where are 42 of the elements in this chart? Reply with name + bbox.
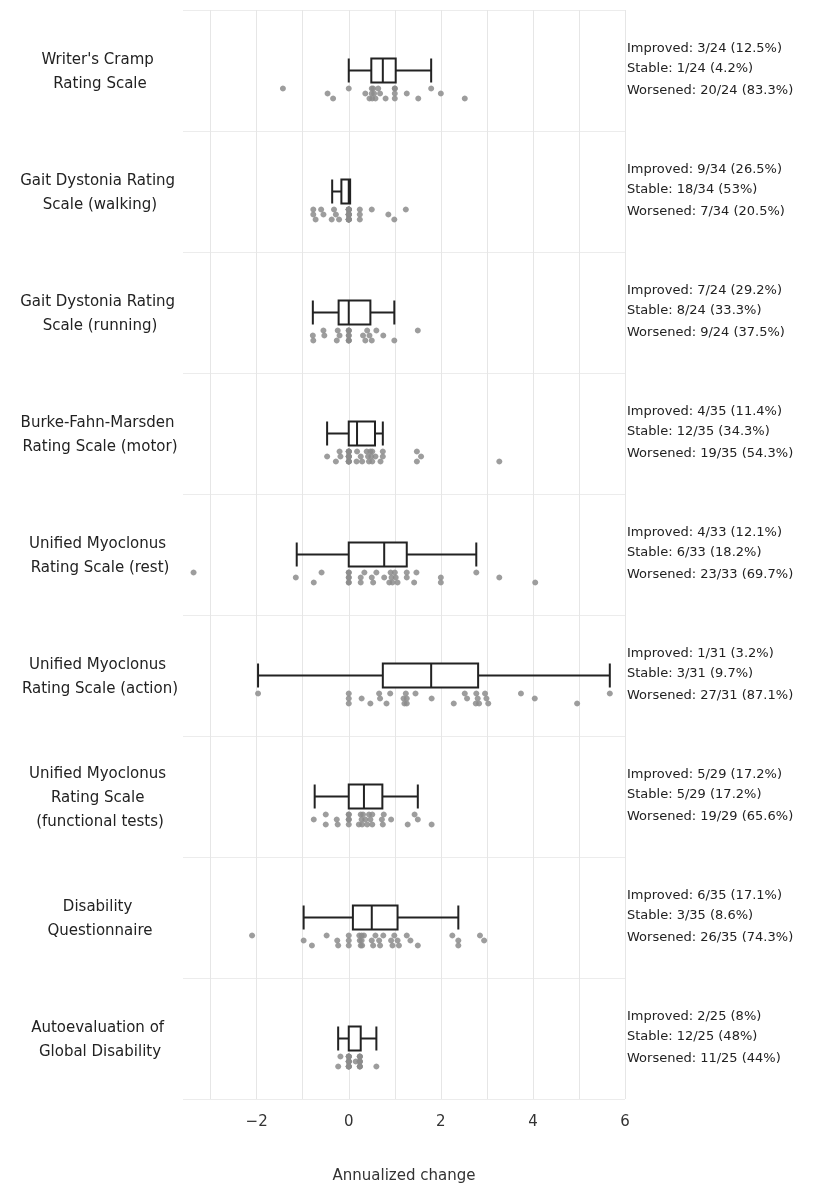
text: Stable: 3/31 (9.7%) xyxy=(627,664,754,680)
text: Worsened: 9/24 (37.5%) xyxy=(627,323,785,339)
x-tick-label: 4 xyxy=(528,1111,538,1130)
text: Improved: 6/35 (17.1%) xyxy=(627,886,782,902)
text: Stable: 18/34 (53%) xyxy=(627,180,758,196)
y-tick-label: Writer's Cramp Rating Scale xyxy=(41,49,159,92)
text: Improved: 5/29 (17.2%) xyxy=(627,765,782,781)
y-tick-label: Burke-Fahn-Marsden Rating Scale (motor) xyxy=(20,412,180,455)
x-tick-label: 2 xyxy=(436,1111,446,1130)
text: Stable: 5/29 (17.2%) xyxy=(627,785,762,801)
text: Worsened: 11/25 (44%) xyxy=(627,1049,781,1065)
x-tick-label: 0 xyxy=(343,1111,354,1130)
text: Improved: 4/33 (12.1%) xyxy=(627,523,782,539)
text: Worsened: 19/29 (65.6%) xyxy=(627,807,794,823)
text: Worsened: 23/33 (69.7%) xyxy=(627,565,794,581)
y-tick-label: Gait Dystonia Rating Scale (walking) xyxy=(20,170,180,213)
text: Improved: 3/24 (12.5%) xyxy=(627,39,782,55)
text: Stable: 3/35 (8.6%) xyxy=(627,906,754,922)
text: Worsened: 19/35 (54.3%) xyxy=(627,444,794,460)
text: Improved: 1/31 (3.2%) xyxy=(627,644,774,660)
text: Worsened: 7/34 (20.5%) xyxy=(627,202,785,218)
text: Worsened: 20/24 (83.3%) xyxy=(627,81,794,97)
x-tick-label: 6 xyxy=(620,1111,630,1130)
text: Improved: 2/25 (8%) xyxy=(627,1007,762,1023)
y-tick-label: Autoevaluation of Global Disability xyxy=(31,1017,169,1060)
text: Worsened: 26/35 (74.3%) xyxy=(627,928,794,944)
x-axis-title: Annualized change xyxy=(332,1165,476,1184)
y-tick-label: Unified Myoclonus Rating Scale (rest) xyxy=(29,533,171,576)
y-tick-label: Unified Myoclonus Rating Scale (functional tests) xyxy=(29,763,171,830)
text: Stable: 8/24 (33.3%) xyxy=(627,301,762,317)
text: Stable: 6/33 (18.2%) xyxy=(627,543,762,559)
y-tick-label: Gait Dystonia Rating Scale (running) xyxy=(20,291,180,334)
text: Worsened: 27/31 (87.1%) xyxy=(627,686,794,702)
text: Stable: 1/24 (4.2%) xyxy=(627,59,754,75)
text: Improved: 4/35 (11.4%) xyxy=(627,402,782,418)
y-tick-label: Unified Myoclonus Rating Scale (action) xyxy=(21,654,179,697)
text: Improved: 9/34 (26.5%) xyxy=(627,160,782,176)
y-tick-label: Disability Questionnaire xyxy=(47,896,153,939)
text: Stable: 12/25 (48%) xyxy=(627,1027,758,1043)
x-tick-label: −2 xyxy=(245,1111,268,1130)
text: Improved: 7/24 (29.2%) xyxy=(627,281,782,297)
text: Stable: 12/35 (34.3%) xyxy=(627,422,770,438)
